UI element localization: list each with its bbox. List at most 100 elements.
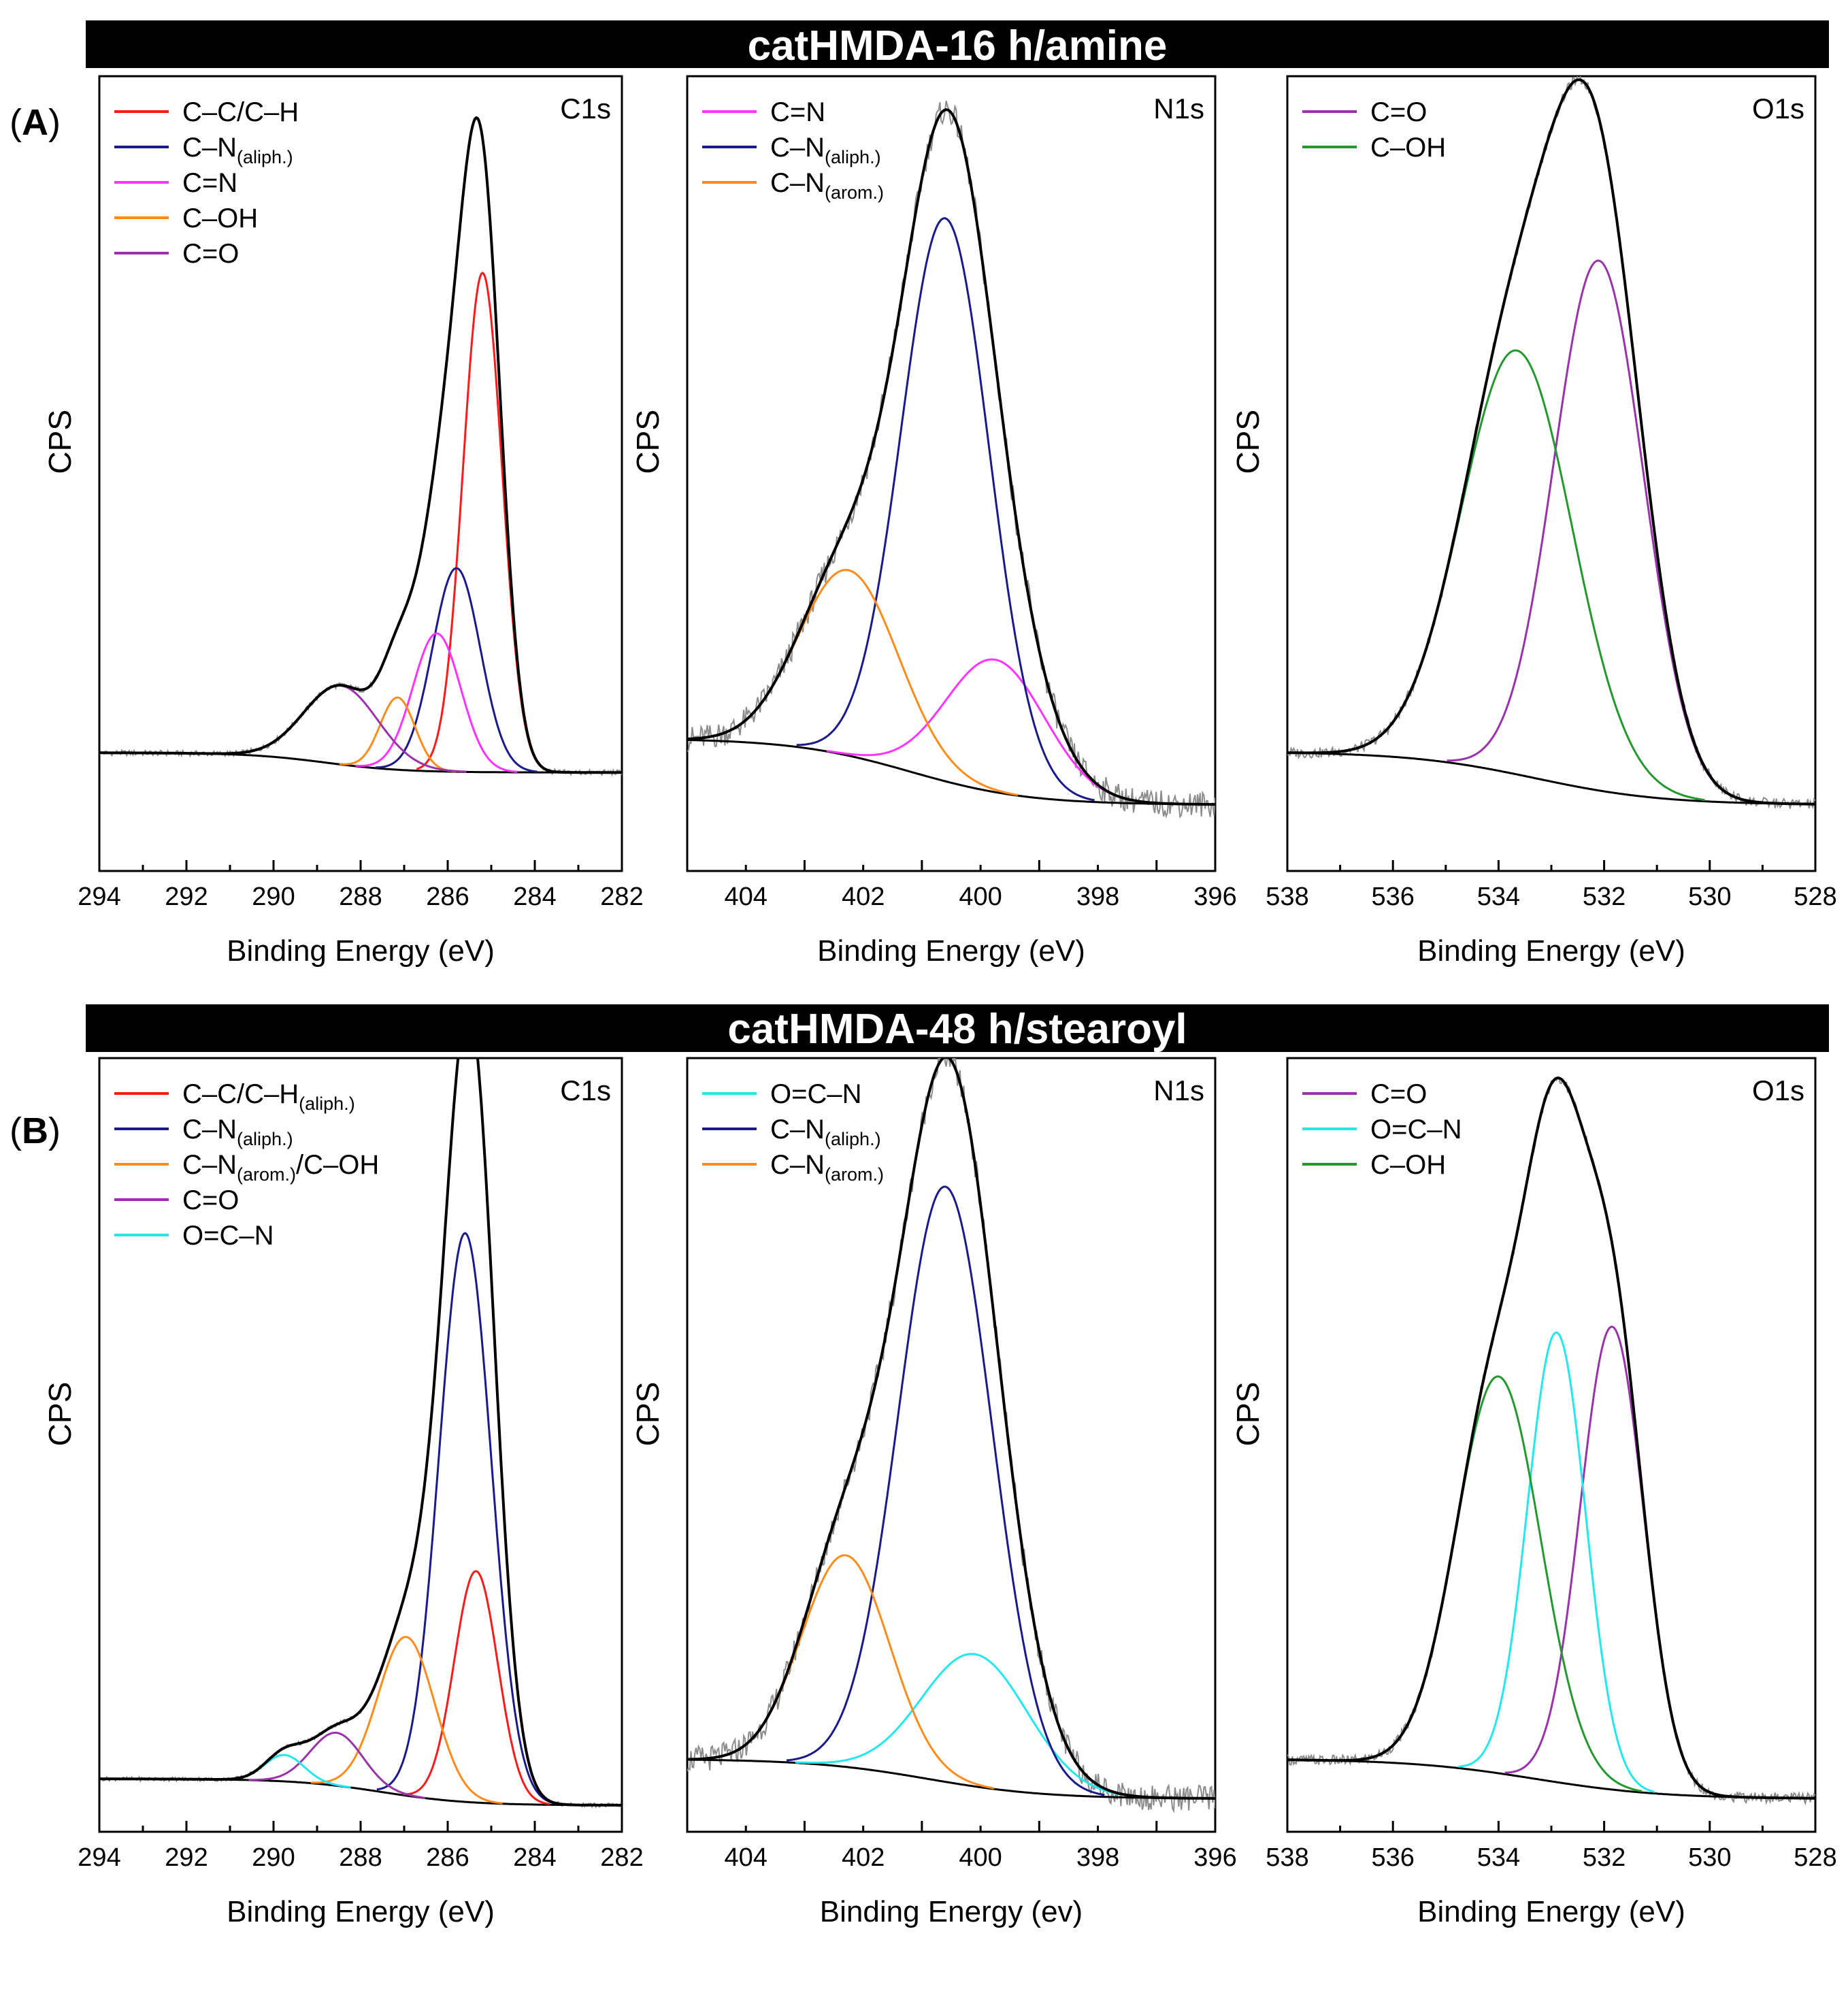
x-axis-label: Binding Energy (eV)	[817, 934, 1085, 968]
legend: C=O C–OH	[1302, 97, 1446, 163]
legend-entry: C–N(aliph.)	[182, 1115, 293, 1149]
background-line	[1287, 751, 1815, 806]
raw-spectrum	[687, 100, 1215, 819]
x-tick-label: 288	[339, 1843, 382, 1872]
x-tick-label: 402	[842, 883, 885, 911]
x-tick-label: 396	[1193, 883, 1236, 911]
x-tick-label: 400	[959, 1843, 1002, 1872]
peak-1	[376, 1232, 554, 1805]
legend-entry: C–C/C–H	[182, 97, 299, 127]
peak-2	[310, 1636, 503, 1805]
chart-a-n1s: 404 402 400 398 396 Binding Energy (eV) CPS N1s…	[630, 75, 1237, 968]
x-tick-label: 292	[165, 1843, 208, 1872]
x-tick-label: 290	[252, 883, 295, 911]
plot-area	[1287, 76, 1815, 810]
peak-2	[687, 569, 1019, 796]
core-level-label: C1s	[560, 93, 611, 125]
x-tick-label: 398	[1076, 883, 1119, 911]
chart-a-c1s: 294 292 290 288 286 284 282 Binding Energy (eV)…	[42, 75, 644, 968]
legend-entry: C–OH	[1370, 1150, 1446, 1180]
legend: C=O O=C–N C–OH	[1302, 1079, 1462, 1180]
x-tick-label: 532	[1583, 883, 1626, 911]
x-tick-label: 538	[1266, 883, 1308, 911]
plot-area	[99, 116, 622, 777]
x-tick-label: 398	[1076, 1843, 1119, 1872]
x-axis-label: Binding Energy (eV)	[1417, 934, 1685, 968]
x-tick-label: 404	[725, 883, 768, 911]
x-tick-label: 528	[1794, 1843, 1836, 1872]
peak-0	[1504, 1326, 1719, 1796]
legend-entry: C–OH	[182, 203, 258, 233]
chart-b-c1s: 294 292 290 288 286 284 282 Binding Energy (eV)…	[42, 1057, 644, 1928]
legend: C–C/C–H C–N(aliph.)C=N C–OH C=O	[114, 97, 299, 269]
y-axis-label: CPS	[1230, 410, 1266, 474]
background-line	[687, 739, 1215, 806]
x-tick-label: 532	[1583, 1843, 1626, 1872]
y-axis-label: CPS	[630, 1382, 665, 1447]
background-line	[1287, 1758, 1815, 1800]
panel-letter-a: (A)	[10, 102, 61, 143]
plot-area	[1287, 1076, 1815, 1806]
x-tick-label: 534	[1477, 883, 1520, 911]
x-tick-label: 294	[78, 883, 120, 911]
legend-entry: C–N(arom.)/C–OH	[182, 1150, 379, 1185]
envelope-fit	[687, 108, 1215, 806]
peak-1	[786, 1185, 1105, 1796]
x-axis-label: Binding Energy (eV)	[1417, 1895, 1685, 1928]
background-line	[687, 1758, 1215, 1800]
legend-entry: C–N(aliph.)	[770, 133, 881, 167]
x-tick-label: 284	[513, 883, 556, 911]
x-tick-label: 292	[165, 883, 208, 911]
x-tick-label: 282	[600, 1843, 643, 1872]
x-tick-label: 530	[1688, 1843, 1731, 1872]
peak-1	[796, 217, 1095, 802]
raw-spectrum	[99, 116, 622, 777]
legend-entry: O=C–N	[1370, 1115, 1462, 1145]
core-level-label: N1s	[1153, 1074, 1204, 1106]
legend-entry: C=N	[770, 97, 825, 127]
plot-area	[687, 1058, 1215, 1813]
y-axis-label: CPS	[42, 410, 78, 474]
peak-0	[403, 1570, 550, 1805]
chart-b-o1s: 538 536 534 532 530 528 Binding Energy (eV) CPS…	[1230, 1057, 1837, 1928]
legend-entry: C=N	[182, 168, 237, 198]
x-tick-label: 282	[600, 883, 643, 911]
legend-entry: C–OH	[1370, 133, 1446, 163]
legend-entry: C=O	[1370, 97, 1427, 127]
section-b-header: catHMDA-48 h/stearoyl	[86, 1004, 1829, 1053]
x-tick-label: 538	[1266, 1843, 1308, 1872]
core-level-label: N1s	[1153, 93, 1204, 125]
y-axis-label: CPS	[1230, 1382, 1266, 1447]
envelope-fit	[1287, 78, 1815, 806]
x-tick-label: 288	[339, 883, 382, 911]
legend: C–C/C–H(aliph.)C–N(aliph.)C–N(arom.)/C–O…	[114, 1079, 379, 1251]
plot-area	[687, 100, 1215, 819]
x-axis-label: Binding Energy (eV)	[227, 1895, 495, 1928]
x-tick-label: 404	[725, 1843, 768, 1872]
x-tick-label: 286	[426, 883, 469, 911]
peak-3	[248, 1732, 426, 1799]
x-tick-label: 286	[426, 1843, 469, 1872]
peak-3	[339, 696, 457, 773]
legend-entry: C–N(aliph.)	[182, 133, 293, 167]
x-tick-label: 400	[959, 883, 1002, 911]
peak-2	[355, 632, 518, 773]
envelope-fit	[1287, 1076, 1815, 1800]
panel-letter-b: (B)	[10, 1110, 61, 1151]
charts-container: 294 292 290 288 286 284 282 Binding Energy (eV)…	[42, 75, 1837, 1928]
plot-frame	[686, 1057, 1217, 1833]
core-level-label: O1s	[1752, 1074, 1804, 1106]
legend-entry: C–N(aliph.)	[770, 1115, 881, 1149]
section-b-title: catHMDA-48 h/stearoyl	[727, 1006, 1187, 1053]
raw-spectrum	[99, 1058, 622, 1809]
raw-spectrum	[1287, 76, 1815, 810]
peak-0	[416, 272, 549, 772]
peak-1	[1458, 1331, 1655, 1793]
peak-0	[826, 658, 1164, 805]
peak-0	[795, 1653, 1154, 1799]
x-tick-label: 530	[1688, 883, 1731, 911]
raw-spectrum	[687, 1058, 1215, 1813]
x-axis-label: Binding Energy (ev)	[820, 1895, 1083, 1928]
peak-2	[1355, 1375, 1643, 1792]
legend-entry: C–N(arom.)	[770, 168, 884, 203]
